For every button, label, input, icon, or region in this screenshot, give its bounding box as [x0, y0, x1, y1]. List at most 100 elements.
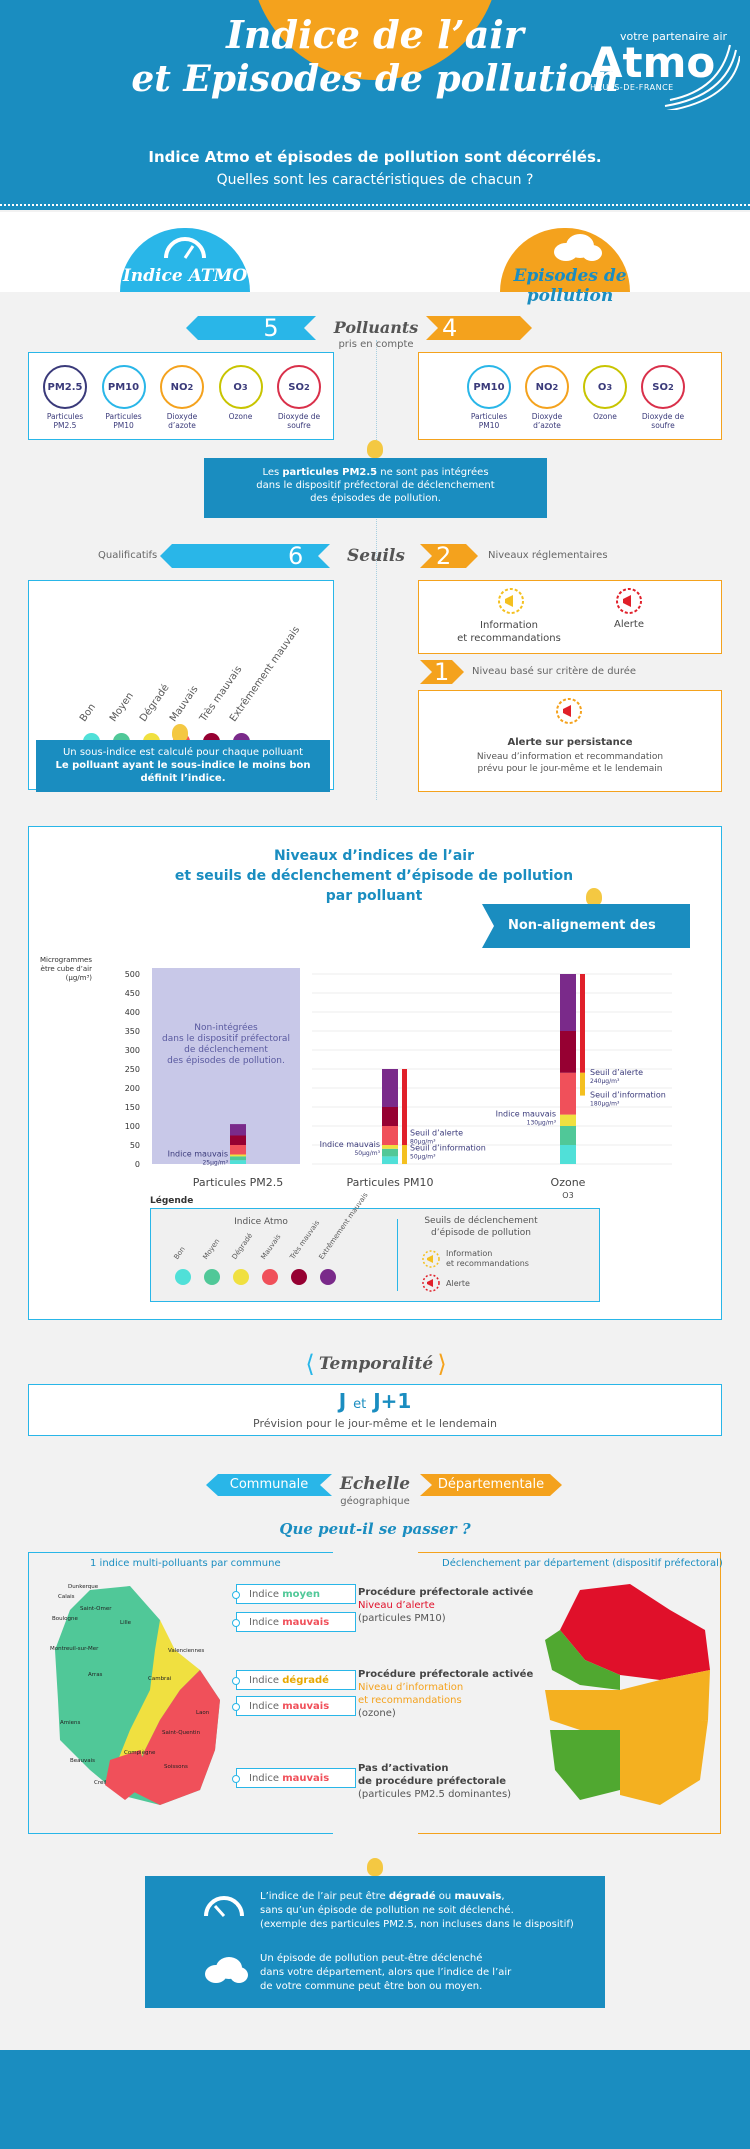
- niveaux-box: Information et recommandations Alerte: [418, 580, 722, 654]
- pm25-overlay-text: dans le dispositif préfectoral: [162, 1033, 290, 1044]
- city-label: Beauvais: [70, 1758, 96, 1764]
- level-label: Moyen: [107, 690, 137, 724]
- pollutant-item: NO 2 Dioxyde d’azote: [519, 365, 575, 435]
- pm25-excluded-area: [152, 968, 300, 1164]
- level-dot: [204, 1269, 220, 1285]
- pm25-overlay-text: Non-intégrées: [194, 1022, 258, 1033]
- y-tick-label: 200: [125, 1084, 140, 1093]
- indice-badge: Indice mauvais: [232, 1696, 356, 1716]
- category-label: Particules PM2.5: [193, 1176, 283, 1189]
- level-dot: [320, 1269, 336, 1285]
- procedure-text: Procédure préfectorale activée Niveau d’a…: [358, 1586, 548, 1625]
- pollutant-item: PM2.5 Particules PM2.5: [37, 365, 93, 435]
- legend-alert-icon: [422, 1274, 440, 1292]
- pm10-alerte-value: 80µg/m³: [410, 1139, 436, 1146]
- y-tick-label: 250: [125, 1065, 140, 1074]
- polluants-subtitle: pris en compte: [338, 339, 414, 350]
- procedure-line: (particules PM10): [358, 1613, 446, 1624]
- communal-map: [55, 1586, 220, 1805]
- pm10-alert-bar: [402, 1069, 407, 1145]
- niveaux-reglementaires-label: Niveaux réglementaires: [488, 550, 608, 561]
- stacked-bar-segment: [230, 1145, 246, 1155]
- city-label: Creil: [94, 1780, 107, 1786]
- city-label: Calais: [58, 1594, 75, 1600]
- stacked-bar-segment: [560, 974, 576, 1031]
- stacked-bar-segment: [560, 1114, 576, 1126]
- y-axis-label-3: (µg/m³): [66, 974, 93, 982]
- temporalite-days: J et J+1: [338, 1389, 412, 1413]
- departement-map: [545, 1584, 710, 1805]
- polluants-title: Polluants: [333, 318, 419, 337]
- level-label: Dégradé: [137, 682, 172, 724]
- city-label: Dunkerque: [68, 1584, 99, 1590]
- header-divider: [0, 204, 750, 206]
- stacked-bar-segment: [382, 1156, 398, 1164]
- megaphone-info-icon: [498, 588, 524, 614]
- level-label: Moyen: [201, 1237, 222, 1261]
- question-title: Que peut-il se passer ?: [279, 1520, 471, 1538]
- pollutant-item: PM10 Particules PM10: [96, 365, 152, 435]
- persistance-desc: Niveau d’information et recommandation pr…: [476, 752, 664, 774]
- level-label: Mauvais: [167, 683, 201, 724]
- pollutant-label: Dioxyde d’azote: [166, 412, 198, 430]
- pollutant-so2-badge: SO 2: [277, 365, 321, 409]
- category-label: Particules PM10: [347, 1176, 434, 1189]
- pollutant-label: Dioxyde de soufre: [277, 412, 321, 430]
- atmo-logo: votre partenaire air Atmo HAUTS-DE-FRANC…: [590, 30, 740, 92]
- lightbulb-icon-3: [586, 888, 602, 906]
- echelle-departementale: Départementale: [420, 1474, 562, 1496]
- legend-divider: [397, 1219, 398, 1291]
- y-axis-label-1: Microgrammes: [40, 956, 92, 964]
- tab-indice-atmo: Indice ATMO: [122, 266, 248, 286]
- polluants-episodes-box: PM10 Particules PM10 NO 2 Dioxyde d’azote O 3 O…: [418, 352, 722, 440]
- indice-badge: Indice moyen: [232, 1584, 356, 1604]
- connector-dot: [232, 1591, 240, 1599]
- y-axis-label-2: par mètre cube d’air: [40, 965, 92, 973]
- level-label: Dégradé: [230, 1231, 255, 1261]
- temporalite-title: Temporalité: [318, 1354, 434, 1374]
- legend-box: Indice Atmo Bon Moyen Dégradé Mauvais Très m…: [150, 1191, 600, 1302]
- atmo-pollutant-list: PM2.5 Particules PM2.5 PM10 Particules PM10…: [37, 365, 327, 435]
- level-dot: [291, 1269, 307, 1285]
- y-tick-label: 500: [125, 970, 140, 979]
- procedure-line: (particules PM2.5 dominantes): [358, 1789, 512, 1800]
- pollutant-item: NO 2 Dioxyde d’azote: [154, 365, 210, 435]
- pollutant-label: Particules PM10: [470, 412, 508, 430]
- seuils-count-atmo: 6: [160, 544, 330, 568]
- header-subtitle-1: Indice Atmo et épisodes de pollution son…: [148, 148, 602, 166]
- pollutant-item: O 3 Ozone: [577, 365, 633, 435]
- persistance-box: Alerte sur persistance Niveau d’informat…: [418, 690, 722, 792]
- polluants-atmo-box: PM2.5 Particules PM2.5 PM10 Particules PM10…: [28, 352, 334, 440]
- polluants-count-episodes: 4: [426, 316, 532, 340]
- pollutant-item: SO 2 Dioxyde de soufre: [271, 365, 327, 435]
- level-label: Bon: [77, 701, 99, 724]
- departement-map-title: Déclenchement par département (dispositi…: [442, 1558, 723, 1569]
- echelle-subtitle: géographique: [340, 1496, 410, 1507]
- footer-band: [0, 2050, 750, 2149]
- y-tick-label: 300: [125, 1046, 140, 1055]
- o3-alert-bar: [580, 974, 585, 1073]
- city-label: Valenciennes: [168, 1648, 205, 1654]
- category-sub-label: O3: [562, 1191, 573, 1200]
- stacked-bar-segment: [382, 1145, 398, 1149]
- connector-dot: [232, 1775, 240, 1783]
- cloud-icon-2: [205, 1957, 248, 1983]
- y-tick-label: 50: [130, 1141, 140, 1150]
- alerte-label: Alerte: [614, 619, 644, 630]
- city-label: Compiègne: [124, 1750, 156, 1756]
- pollutant-pm25-badge: PM2.5: [43, 365, 87, 409]
- city-label: Montreuil-sur-Mer: [50, 1646, 99, 1652]
- indice-badge: Indice mauvais: [232, 1612, 356, 1632]
- stacked-bar-segment: [230, 1156, 246, 1161]
- procedure-line: Procédure préfectorale activée: [358, 1669, 534, 1680]
- page-title-line2: et Episodes de pollution: [131, 58, 619, 100]
- pm25-overlay-text: des épisodes de pollution.: [167, 1055, 285, 1066]
- procedure-text: Pas d’activation de procédure préfectoral…: [358, 1762, 548, 1801]
- city-label: Cambrai: [148, 1676, 172, 1682]
- stacked-bar-segment: [560, 1126, 576, 1145]
- gauge-icon-2: [204, 1896, 244, 1918]
- connector-dot: [232, 1619, 240, 1627]
- pm10-mauvais-value: 50µg/m³: [354, 1150, 380, 1157]
- pollutant-label: Ozone: [593, 412, 617, 421]
